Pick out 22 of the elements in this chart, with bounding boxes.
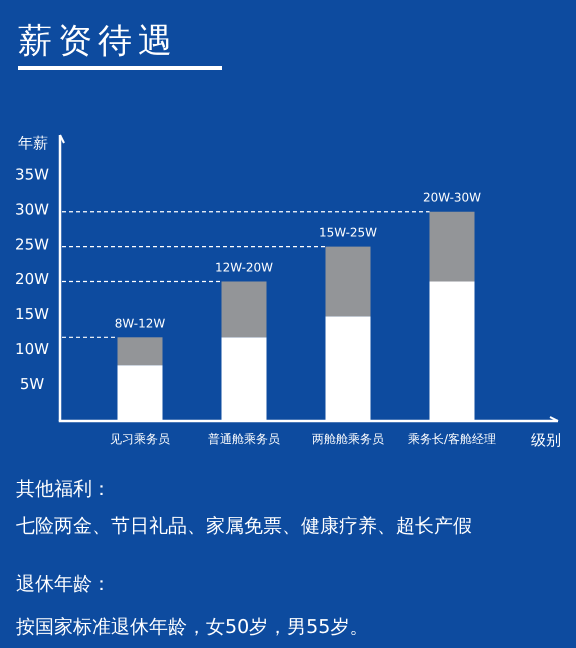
y-tick-label: 35W [15,166,50,184]
y-tick-label: 30W [15,200,50,218]
y-tick-label: 25W [15,235,50,254]
annotation: 12W-20W [214,260,274,274]
x-tick-label: 普通舱乘务员 [208,432,280,446]
text: 退休年龄： [16,573,111,595]
text: 七险两金、节日礼品、家属免票、健康疗养、超长产假 [16,515,472,537]
y-tick-label: 20W [15,270,50,288]
x-axis-title: 级别 [531,431,561,449]
x-tick-label: 见习乘务员 [110,432,170,446]
annotation: 8W-12W [114,316,166,330]
annotation: 15W-25W [318,226,378,240]
y-axis-title: 年薪 [18,134,48,152]
y-tick-label: 15W [15,305,50,324]
chart-title: 薪资待遇 [18,21,178,61]
y-tick-label: 5W [20,374,44,393]
y-tick-label: 10W [15,340,50,358]
x-tick-label: 两舱舱乘务员 [312,432,384,446]
text: 其他福利： [16,478,111,500]
x-tick-label: 乘务长/客舱经理 [408,432,496,446]
annotation: 20W-30W [422,190,482,205]
text: 按国家标准退休年龄，女50岁，男55岁。 [16,616,368,638]
